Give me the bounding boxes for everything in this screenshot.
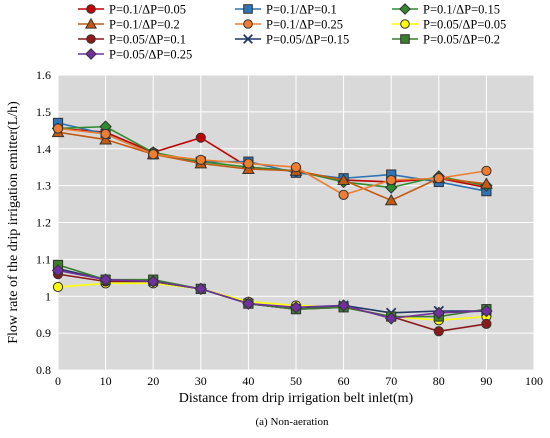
legend-item-4: P=0.1/ΔP=0.2 [78, 18, 180, 32]
legend-item-3: P=0.1/ΔP=0.15 [392, 3, 500, 17]
legend: P=0.1/ΔP=0.05 P=0.1/ΔP=0.1 P=0.1/ΔP=0.15P=… [78, 3, 506, 62]
y-tick-label: 1.5 [36, 105, 51, 119]
legend-item-5: P=0.1/ΔP=0.25 [235, 18, 343, 32]
legend-item-1: P=0.1/ΔP=0.05 [78, 3, 186, 17]
data-point [337, 173, 350, 186]
data-point [52, 281, 64, 293]
x-tick-label: 50 [290, 374, 302, 388]
x-tick-label: 0 [55, 374, 61, 388]
legend-marker [400, 19, 410, 29]
data-point [338, 189, 349, 200]
data-point [481, 318, 492, 330]
x-tick-label: 70 [385, 374, 397, 388]
data-point [386, 174, 397, 186]
x-tick-label: 60 [338, 374, 350, 388]
data-point [242, 297, 255, 310]
x-tick-label: 40 [242, 374, 254, 388]
y-axis-label: Flow rate of the drip irrigation emitter… [6, 101, 21, 344]
legend-marker [86, 34, 96, 44]
y-tick-label: 1.4 [36, 142, 51, 156]
data-point [480, 177, 493, 189]
legend-marker [85, 48, 97, 60]
data-point [337, 299, 350, 312]
x-tick-label: 20 [147, 374, 159, 388]
data-point [195, 154, 206, 165]
data-point [433, 173, 444, 184]
legend-label: P=0.1/ΔP=0.05 [109, 3, 186, 17]
legend-marker [400, 34, 410, 44]
legend-marker [399, 3, 411, 15]
legend-label: P=0.1/ΔP=0.2 [109, 18, 180, 32]
data-point [481, 165, 492, 176]
legend-marker [243, 4, 253, 14]
data-point [290, 162, 302, 173]
data-point [148, 149, 159, 160]
legend-label: P=0.1/ΔP=0.15 [423, 3, 500, 17]
legend-label: P=0.05/ΔP=0.1 [109, 33, 186, 47]
series-line [57, 264, 487, 318]
data-point [52, 123, 64, 134]
legend-label: P=0.05/ΔP=0.25 [109, 48, 192, 62]
y-tick-label: 1.1 [36, 252, 51, 266]
series-line [57, 269, 487, 320]
legend-marker [243, 19, 253, 29]
data-point [432, 306, 446, 320]
legend-item-10: P=0.05/ΔP=0.25 [78, 48, 192, 62]
legend-label: P=0.05/ΔP=0.05 [423, 18, 506, 32]
data-point [384, 312, 398, 325]
legend-label: P=0.05/ΔP=0.15 [266, 33, 349, 47]
series-line [57, 282, 487, 322]
x-tick-label: 90 [480, 374, 492, 388]
data-point [146, 275, 160, 288]
legend-label: P=0.1/ΔP=0.1 [266, 3, 337, 17]
legend-item-9: P=0.05/ΔP=0.2 [392, 33, 500, 47]
data-point [384, 193, 398, 206]
data-point [194, 282, 208, 296]
data-point [480, 304, 493, 318]
data-point [195, 132, 206, 143]
legend-item-2: P=0.1/ΔP=0.1 [235, 3, 337, 17]
y-tick-label: 0.8 [36, 363, 51, 377]
y-tick-label: 1 [45, 289, 51, 303]
y-tick-label: 1.2 [36, 216, 51, 230]
x-tick-label: 80 [433, 374, 445, 388]
data-point [100, 128, 111, 140]
legend-item-8: P=0.05/ΔP=0.15 [235, 33, 349, 47]
x-tick-label: 100 [525, 374, 543, 388]
legend-label: P=0.05/ΔP=0.2 [423, 33, 500, 47]
series-line [57, 127, 487, 196]
series-5 [52, 123, 492, 200]
data-point [384, 181, 398, 194]
data-point [99, 273, 112, 286]
legend-item-6: P=0.05/ΔP=0.05 [392, 18, 506, 32]
legend-marker [84, 17, 98, 29]
legend-marker [243, 34, 253, 44]
gridlines [57, 74, 535, 371]
series-10 [51, 264, 493, 325]
y-tick-label: 0.9 [36, 326, 51, 340]
figure-caption: (a) Non-aeration [256, 416, 329, 428]
data-point [243, 158, 254, 169]
series-line [57, 131, 487, 202]
data-point [433, 326, 444, 337]
y-tick-label: 1.6 [36, 68, 51, 82]
series-group [51, 117, 493, 337]
axes: 0 10 20 30 40 50 60 70 80 90 100 0.8 0.9 1 1.1 1.2 1.3 1.… [36, 68, 543, 388]
x-tick-label: 30 [195, 374, 207, 388]
x-axis-label: Distance from drip irrigation belt inlet… [179, 391, 414, 406]
x-tick-label: 10 [100, 374, 112, 388]
series-line [57, 125, 487, 189]
legend-marker [86, 4, 96, 14]
data-point [289, 301, 303, 314]
legend-item-7: P=0.05/ΔP=0.1 [78, 33, 186, 47]
data-point [51, 264, 65, 277]
legend-label: P=0.1/ΔP=0.25 [266, 18, 343, 32]
y-tick-label: 1.3 [36, 179, 51, 193]
